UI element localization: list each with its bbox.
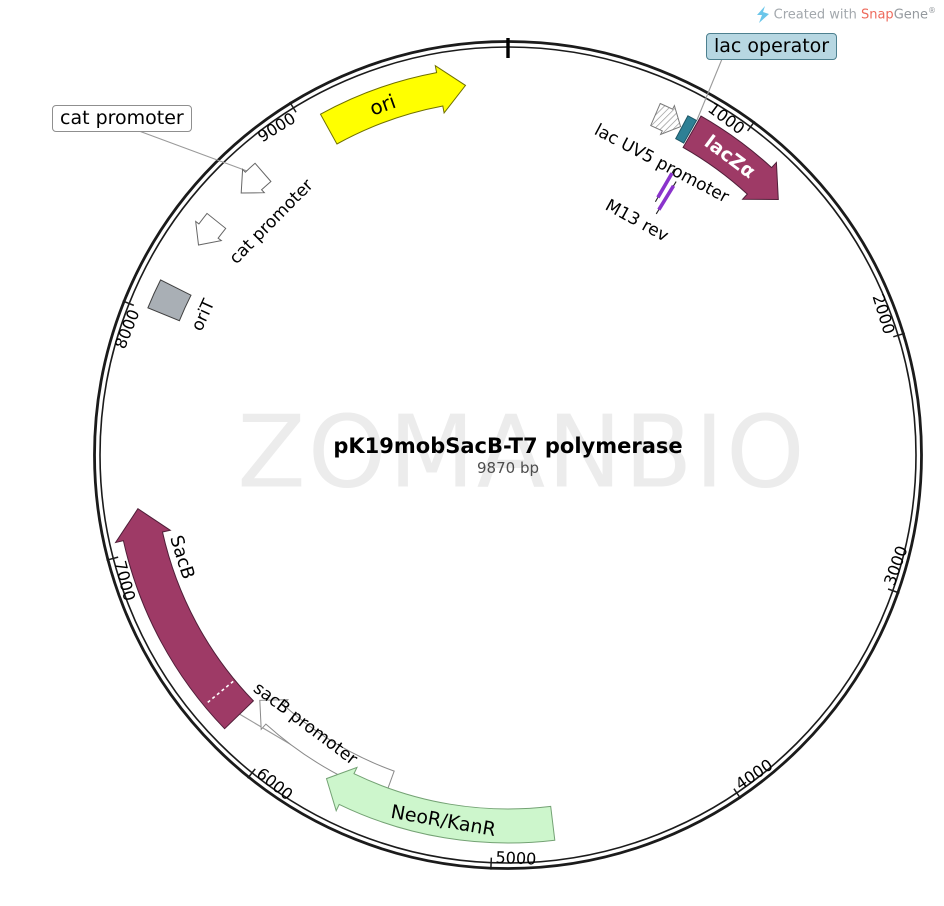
tick-8000 <box>122 300 135 307</box>
feature-sacb-promoter <box>259 699 395 797</box>
tick-3000 <box>887 588 900 594</box>
feature-lacza <box>682 115 779 201</box>
credit-brand-gene: Gene <box>893 7 928 23</box>
lac-operator-line <box>696 58 723 121</box>
tick-label-5000: 5000 <box>495 848 536 869</box>
feature-m13-rev-bar2 <box>657 184 676 211</box>
plasmid-size-label: 9870 bp <box>477 459 539 477</box>
cat-promoter-label-box: cat promoter <box>52 105 192 132</box>
tick-2000 <box>893 332 905 338</box>
tick-7000 <box>106 556 119 561</box>
cat-promoter-line <box>138 130 248 172</box>
feature-lac-operator <box>675 115 698 144</box>
tick-1000 <box>746 120 756 132</box>
snapgene-logo-icon <box>756 6 769 23</box>
credit-registered-mark: ® <box>928 6 936 16</box>
feature-label-cat-promoter-2: cat promoter <box>226 175 318 268</box>
feature-neor-kanr <box>325 766 556 844</box>
tick-4000 <box>733 788 742 800</box>
feature-lac-uv5-promoter <box>650 102 682 136</box>
tick-6000 <box>247 768 256 779</box>
feature-ori <box>319 64 467 145</box>
feature-cat-promoter-1 <box>240 162 272 194</box>
feature-sacb <box>114 508 255 730</box>
lac-operator-label-box: lac operator <box>706 33 838 60</box>
feature-label-orit: oriT <box>188 296 220 334</box>
feature-cat-promoter-2 <box>195 212 227 246</box>
watermark: ZOMANBIO <box>237 393 807 511</box>
feature-m13-rev-bar1 <box>656 172 674 199</box>
tick-label-2000: 2000 <box>869 292 899 337</box>
plasmid-name: pK19mobSacB-T7 polymerase <box>333 434 683 458</box>
tick-9000 <box>289 101 297 113</box>
credit-created-with: Created with <box>773 7 861 23</box>
credit-brand-snap: Snap <box>860 7 894 23</box>
feature-orit <box>147 279 192 322</box>
tick-label-9000: 9000 <box>254 108 299 146</box>
credit-text: Created with SnapGene® <box>774 6 936 22</box>
snapgene-credit: Created with SnapGene® <box>756 6 936 23</box>
plasmid-title-block: pK19mobSacB-T7 polymerase 9870 bp <box>333 434 682 477</box>
feature-sacb-divider <box>204 680 234 705</box>
